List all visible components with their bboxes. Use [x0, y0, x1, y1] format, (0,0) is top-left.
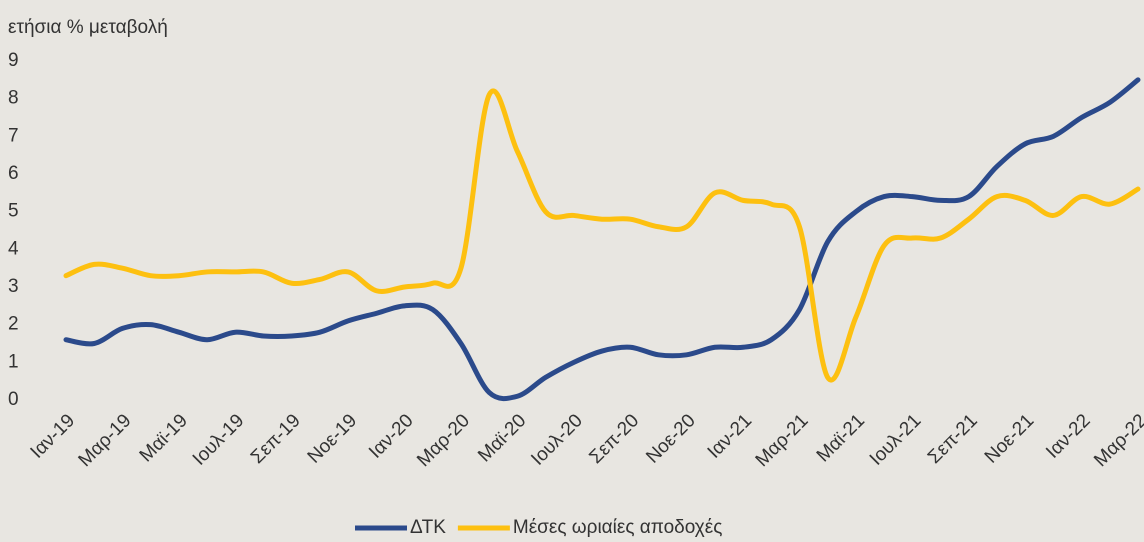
series-line [63, 88, 1141, 383]
y-tick-label: 6 [8, 163, 19, 184]
y-tick-label: 7 [8, 125, 19, 146]
y-tick-label: 9 [8, 50, 19, 71]
legend-label: ΔΤΚ [410, 517, 446, 538]
y-tick-label: 2 [8, 314, 19, 335]
y-axis-label: ετήσια % μεταβολή [8, 17, 168, 38]
series-line [63, 77, 1141, 402]
y-tick-label: 3 [8, 276, 19, 297]
y-tick-label: 5 [8, 201, 19, 222]
y-tick-label: 4 [8, 238, 19, 259]
y-tick-label: 0 [8, 389, 19, 410]
y-tick-label: 8 [8, 88, 19, 109]
y-tick-label: 1 [8, 351, 19, 372]
legend-label: Μέσες ωριαίες αποδοχές [513, 517, 723, 538]
